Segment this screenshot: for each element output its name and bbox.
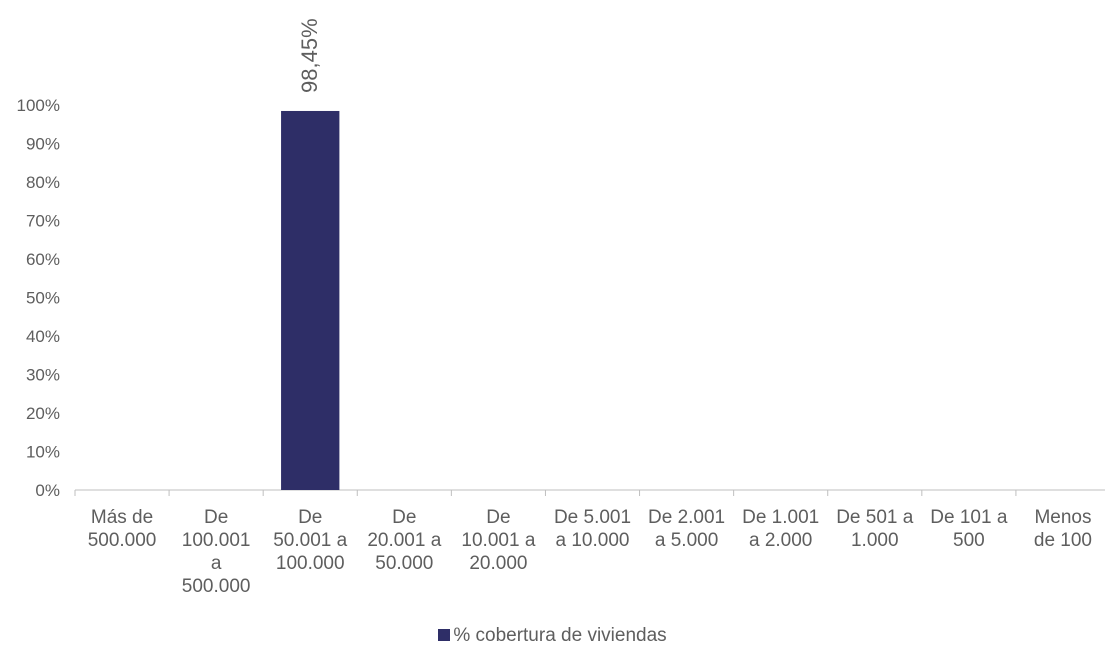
x-tick-label: De 50.001 a 100.000 xyxy=(273,507,347,574)
x-tick-label: De 101 a 500 xyxy=(930,507,1008,551)
x-tick-label: Menos de 100 xyxy=(1034,507,1092,551)
x-tick-label: Más de 500.000 xyxy=(88,507,157,551)
x-tick-label: De 1.001 a 2.000 xyxy=(742,507,819,551)
x-tick-label: De 501 a 1.000 xyxy=(836,507,914,551)
y-tick-label: 50% xyxy=(26,289,60,308)
x-tick-label: De 5.001 a 10.000 xyxy=(554,507,631,551)
y-tick-label: 60% xyxy=(26,250,60,269)
y-tick-label: 90% xyxy=(26,135,60,154)
y-tick-label: 80% xyxy=(26,173,60,192)
x-tick-label: De 2.001 a 5.000 xyxy=(648,507,725,551)
data-label: 98,45% xyxy=(297,18,322,93)
chart-legend: % cobertura de viviendas xyxy=(0,625,1105,647)
y-tick-label: 20% xyxy=(26,404,60,423)
y-tick-label: 100% xyxy=(17,96,60,115)
y-tick-label: 0% xyxy=(35,481,60,500)
x-tick-label: De 10.001 a 20.000 xyxy=(461,507,535,574)
legend-label: % cobertura de viviendas xyxy=(453,625,667,646)
bar xyxy=(281,110,340,490)
legend-swatch xyxy=(438,629,451,641)
y-tick-label: 10% xyxy=(26,443,60,462)
y-tick-label: 30% xyxy=(26,366,60,385)
y-tick-label: 40% xyxy=(26,327,60,346)
x-tick-label: De 100.001 a 500.000 xyxy=(182,507,251,597)
x-tick-label: De 20.001 a 50.000 xyxy=(367,507,441,574)
y-tick-label: 70% xyxy=(26,212,60,231)
